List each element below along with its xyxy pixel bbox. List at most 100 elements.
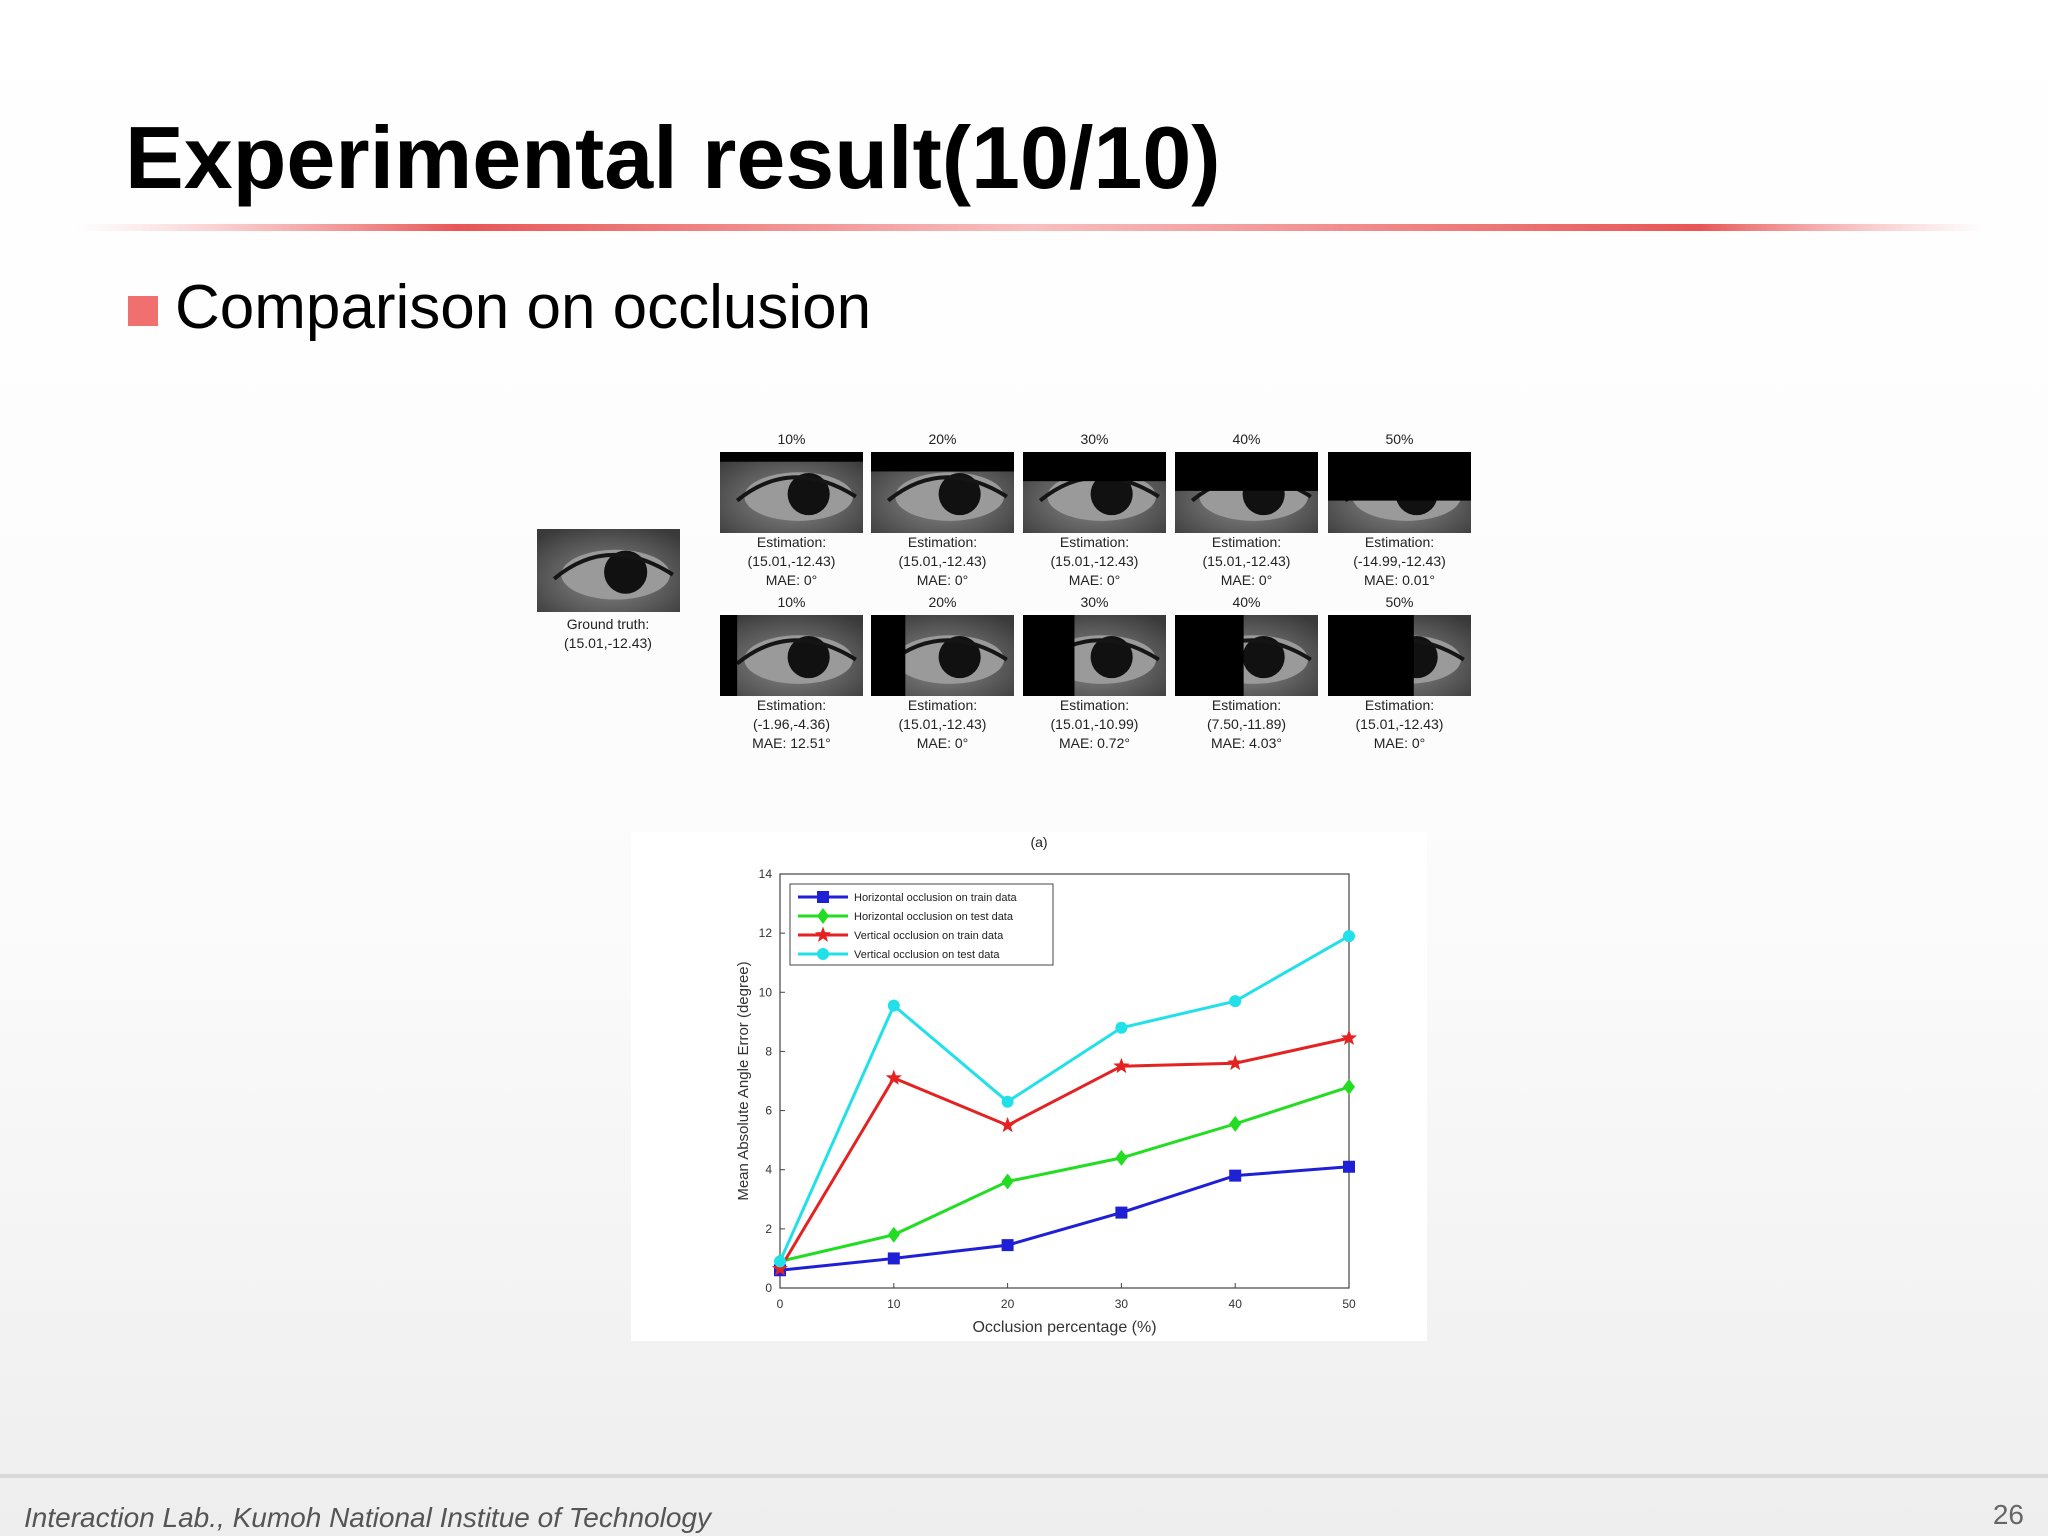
panel-estimation: Estimation: <box>757 697 826 713</box>
panel-estimation: (15.01,-10.99) <box>1051 716 1139 732</box>
marker <box>999 1116 1016 1133</box>
marker <box>1115 1206 1128 1219</box>
marker <box>1229 995 1242 1008</box>
occlusion <box>1175 615 1244 696</box>
panel-estimation: MAE: 0° <box>766 572 818 588</box>
panel-estimation: (15.01,-12.43) <box>899 553 987 569</box>
eye-iris <box>938 473 981 516</box>
panel-estimation: MAE: 0.72° <box>1059 735 1130 751</box>
marker <box>1229 1115 1242 1132</box>
panel-estimation: Estimation: <box>1060 697 1129 713</box>
eye-image <box>1023 452 1166 533</box>
marker <box>771 1260 789 1276</box>
panel-estimation: Estimation: <box>908 697 977 713</box>
marker <box>1343 1160 1355 1173</box>
panel-estimation: (15.01,-12.43) <box>1356 716 1444 732</box>
page-number: 26 <box>1993 1499 2024 1530</box>
y-tick-label: 4 <box>765 1163 772 1177</box>
panel-estimation: MAE: 0° <box>917 735 969 751</box>
marker <box>1113 1057 1130 1074</box>
panel-estimation: (15.01,-12.43) <box>1203 553 1291 569</box>
occlusion <box>720 452 863 462</box>
eye-image <box>720 615 863 696</box>
marker <box>1340 1029 1358 1045</box>
eye-iris <box>787 636 830 679</box>
eye-lid <box>735 475 857 503</box>
occlusion <box>1023 615 1075 696</box>
panel-estimation: (15.01,-12.43) <box>899 716 987 732</box>
y-tick-label: 8 <box>765 1044 772 1058</box>
panel-estimation: Estimation: <box>1060 534 1129 550</box>
panel-label: 10% <box>777 594 805 610</box>
marker <box>817 948 829 960</box>
panel-label: 20% <box>928 594 956 610</box>
marker <box>1115 1149 1128 1166</box>
series-line <box>778 934 1350 1262</box>
y-tick-label: 14 <box>759 867 773 881</box>
marker <box>887 999 900 1012</box>
y-tick-label: 6 <box>765 1104 772 1118</box>
eye-image <box>871 615 1014 696</box>
panel-label: 30% <box>1080 594 1108 610</box>
eye-lid <box>735 638 857 666</box>
eye-lid <box>886 475 1008 503</box>
panel-label: 10% <box>777 431 805 447</box>
panel-estimation: MAE: 0° <box>917 572 969 588</box>
panel-estimation: MAE: 12.51° <box>752 735 831 751</box>
x-tick-label: 10 <box>887 1297 901 1311</box>
x-tick-label: 40 <box>1229 1297 1243 1311</box>
footer-rule <box>0 1474 2048 1478</box>
y-tick-label: 12 <box>759 926 773 940</box>
ground-truth-text: (15.01,-12.43) <box>564 635 652 651</box>
legend-label: Horizontal occlusion on train data <box>854 892 1018 904</box>
series-line <box>779 1085 1350 1263</box>
eye-image <box>871 452 1014 533</box>
legend-label: Vertical occlusion on train data <box>854 930 1004 942</box>
panel-label: 50% <box>1385 594 1413 610</box>
panel-label: 20% <box>928 431 956 447</box>
panel-label: 50% <box>1385 431 1413 447</box>
eye-iris <box>787 473 830 516</box>
occlusion <box>871 615 906 696</box>
panel-estimation: MAE: 0° <box>1069 572 1121 588</box>
y-tick-label: 10 <box>759 985 773 999</box>
panel-estimation: (15.01,-12.43) <box>1051 553 1139 569</box>
panel-label: 30% <box>1080 431 1108 447</box>
x-axis-label: Occlusion percentage (%) <box>972 1319 1156 1336</box>
eye-iris <box>604 550 648 594</box>
marker <box>1343 930 1355 943</box>
panel-estimation: MAE: 4.03° <box>1211 735 1282 751</box>
marker <box>1229 1169 1242 1182</box>
panel-estimation: MAE: 0° <box>1221 572 1273 588</box>
series-line <box>779 1165 1350 1272</box>
occlusion <box>1328 452 1471 501</box>
eye-iris <box>1242 636 1285 679</box>
panel-label: 40% <box>1232 431 1260 447</box>
y-axis-label: Mean Absolute Angle Error (degree) <box>735 961 752 1200</box>
x-tick-label: 30 <box>1115 1297 1129 1311</box>
panel-estimation: (-14.99,-12.43) <box>1353 553 1446 569</box>
ground-truth-text: Ground truth: <box>567 616 650 632</box>
eye-image <box>1328 452 1471 533</box>
panel-estimation: Estimation: <box>757 534 826 550</box>
marker <box>887 1252 900 1265</box>
marker <box>817 908 829 924</box>
panel-estimation: MAE: 0° <box>1374 735 1426 751</box>
marker <box>1115 1021 1128 1034</box>
occlusion <box>1023 452 1166 482</box>
eye-lid <box>552 552 674 581</box>
eye-iris <box>1090 473 1133 516</box>
marker <box>1227 1054 1244 1071</box>
eye-image <box>537 529 680 612</box>
occlusion <box>1328 615 1414 696</box>
series-line <box>778 1036 1350 1270</box>
panel-estimation: Estimation: <box>1365 534 1434 550</box>
eye-image <box>1175 452 1318 533</box>
panel-estimation: (15.01,-12.43) <box>748 553 836 569</box>
x-tick-label: 0 <box>777 1297 784 1311</box>
panel-estimation: (7.50,-11.89) <box>1207 716 1286 732</box>
slide-title: Experimental result(10/10) <box>125 108 1221 207</box>
marker <box>1001 1173 1014 1190</box>
occlusion <box>720 615 738 696</box>
panel-estimation: Estimation: <box>1212 534 1281 550</box>
